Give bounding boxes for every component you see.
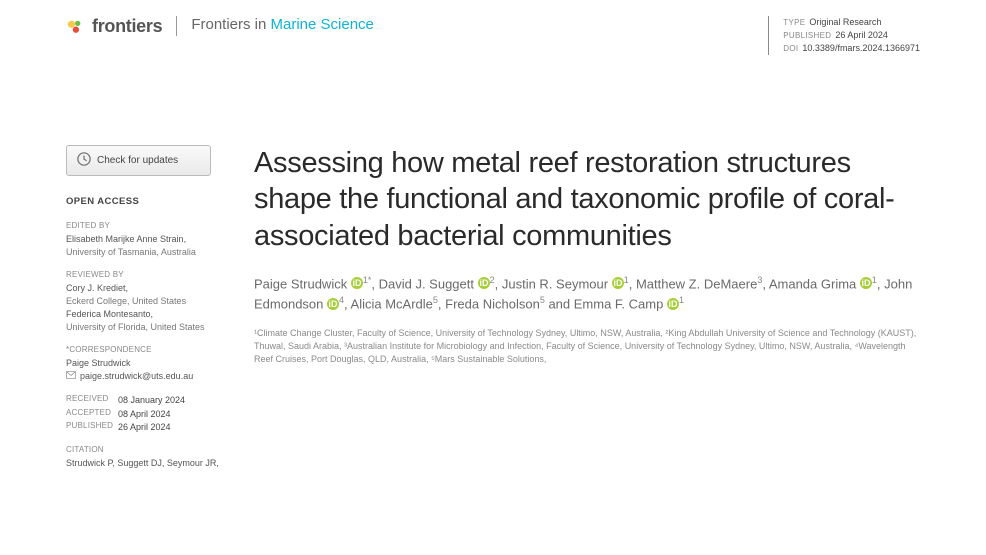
author-affil-sup: 1 [872,275,877,285]
author-affil-sup: 3 [757,275,762,285]
meta-published-value: 26 April 2024 [835,30,888,40]
sidebar: Check for updates OPEN ACCESS EDITED BY … [66,145,230,481]
article-meta: TYPE Original Research PUBLISHED 26 April … [768,16,920,55]
citation-text: Strudwick P, Suggett DJ, Seymour JR, [66,457,230,469]
author-name[interactable]: Amanda Grima [769,276,856,291]
reviewer2-name: Federica Montesanto, [66,308,230,320]
author-affil-sup: 5 [540,295,545,305]
side-published-value: 26 April 2024 [118,421,171,433]
divider [176,16,177,36]
author-list: Paige Strudwick iD1*, David J. Suggett i… [254,274,920,315]
svg-text:iD: iD [861,278,871,288]
received-value: 08 January 2024 [118,394,185,406]
svg-text:iD: iD [352,278,362,288]
top-bar: frontiers Frontiers in Marine Science TY… [0,0,986,65]
reviewer1-affiliation: Eckerd College, United States [66,295,230,307]
accepted-value: 08 April 2024 [118,408,171,420]
svg-text:iD: iD [668,299,678,309]
author-affil-sup: 2 [490,275,495,285]
open-access-label: OPEN ACCESS [66,196,230,209]
correspondence-name: Paige Strudwick [66,357,230,369]
side-published-label: PUBLISHED [66,421,114,433]
author-affil-sup: 5 [433,295,438,305]
svg-text:iD: iD [613,278,623,288]
meta-type-label: TYPE [783,18,805,27]
correspondence-email-row[interactable]: paige.strudwick@uts.edu.au [66,370,230,382]
author-affil-sup: 1 [679,295,684,305]
author-name[interactable]: David J. Suggett [379,276,474,291]
article-title: Assessing how metal reef restoration str… [254,145,920,254]
meta-published-label: PUBLISHED [783,31,831,40]
frontiers-logo-icon [66,18,84,36]
reviewer1-name: Cory J. Krediet, [66,282,230,294]
orcid-icon[interactable]: iD [860,277,872,289]
orcid-icon[interactable]: iD [351,277,363,289]
check-updates-button[interactable]: Check for updates [66,145,211,176]
author-name[interactable]: Matthew Z. DeMaere [636,276,757,291]
author-name[interactable]: Justin R. Seymour [502,276,608,291]
correspondence-email: paige.strudwick@uts.edu.au [80,370,193,382]
author-affil-sup: 1 [624,275,629,285]
orcid-icon[interactable]: iD [478,277,490,289]
author-affil-sup: 4 [339,295,344,305]
received-label: RECEIVED [66,394,114,406]
edited-by-label: EDITED BY [66,221,230,232]
meta-type-value: Original Research [809,17,881,27]
orcid-icon[interactable]: iD [612,277,624,289]
svg-text:iD: iD [329,299,339,309]
citation-label: CITATION [66,445,230,456]
check-updates-label: Check for updates [97,155,178,166]
author-name[interactable]: Freda Nicholson [445,297,540,312]
content-area: Check for updates OPEN ACCESS EDITED BY … [0,65,986,481]
author-name[interactable]: Emma F. Camp [574,297,664,312]
svg-text:iD: iD [479,278,489,288]
reviewer2-affiliation: University of Florida, United States [66,321,230,333]
author-name[interactable]: Paige Strudwick [254,276,347,291]
orcid-icon[interactable]: iD [667,298,679,310]
journal-prefix: Frontiers in [191,16,270,33]
logo-text: frontiers [92,16,162,37]
author-name[interactable]: Alicia McArdle [351,297,433,312]
author-affil-sup: 1* [363,275,372,285]
editor-name: Elisabeth Marijke Anne Strain, [66,233,230,245]
reviewed-by-label: REVIEWED BY [66,270,230,281]
check-updates-icon [77,152,91,169]
journal-name[interactable]: Frontiers in Marine Science [191,16,374,33]
mail-icon [66,370,76,382]
affiliations: ¹Climate Change Cluster, Faculty of Scie… [254,327,920,366]
journal-suffix: Marine Science [271,16,374,33]
meta-doi-label: DOI [783,44,798,53]
correspondence-label: *CORRESPONDENCE [66,345,230,356]
meta-doi-value: 10.3389/fmars.2024.1366971 [802,43,920,53]
logo-block: frontiers [66,16,162,37]
editor-affiliation: University of Tasmania, Australia [66,246,230,258]
dates-block: RECEIVED 08 January 2024 ACCEPTED 08 April… [66,394,230,432]
orcid-icon[interactable]: iD [327,298,339,310]
accepted-label: ACCEPTED [66,408,114,420]
main-column: Assessing how metal reef restoration str… [254,145,920,481]
